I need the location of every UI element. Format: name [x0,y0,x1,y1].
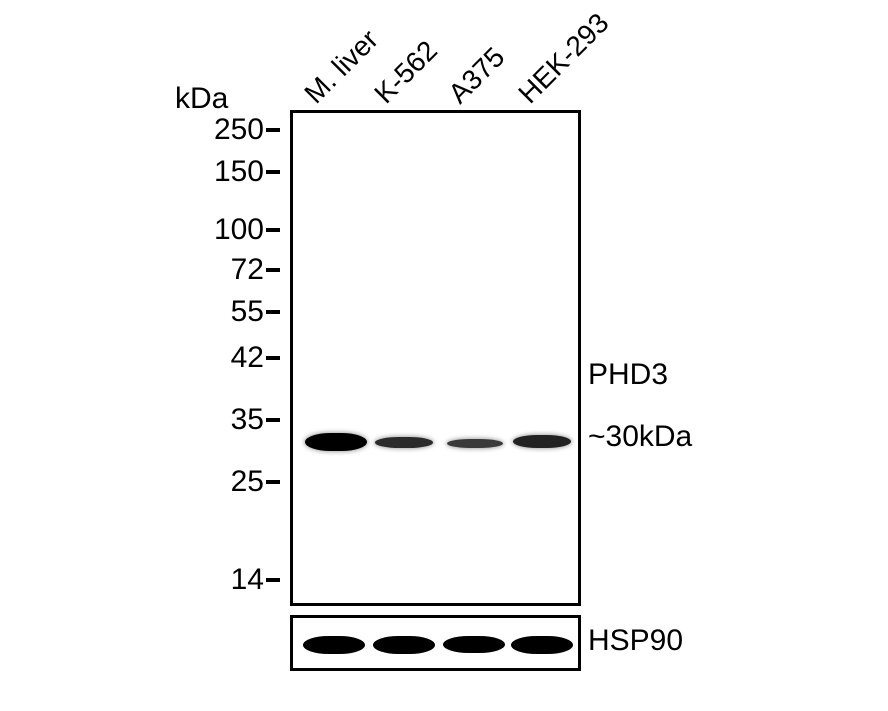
ladder-tick-dash [266,356,280,360]
phd3-band [513,435,571,448]
ladder-tick: 42 [170,348,280,368]
ladder-tick: 35 [170,410,280,430]
ladder-tick-dash [266,578,280,582]
ladder-tick: 14 [170,570,280,590]
ladder-tick-dash [266,310,280,314]
lane-label: M. liver [298,24,384,110]
phd3-band [305,433,367,451]
ladder-tick-dash [266,170,280,174]
ladder-tick-label: 42 [231,341,264,375]
ladder-tick-label: 150 [214,155,264,189]
hsp90-band [373,636,435,654]
ladder-tick-dash [266,418,280,422]
lane-label: HEK-293 [512,7,615,110]
molecular-weight-ladder: 250 150 100 72 55 42 35 25 14 [180,110,280,600]
hsp90-band [303,636,365,654]
phd3-band [447,439,503,448]
ladder-tick-label: 72 [231,253,264,287]
ladder-tick-label: 100 [214,213,264,247]
ladder-tick-dash [266,480,280,484]
ladder-tick-label: 35 [231,403,264,437]
lane-labels-group: M. liverK-562A375HEK-293 [295,10,585,110]
ladder-tick: 25 [170,472,280,492]
ladder-tick-label: 25 [231,465,264,499]
ladder-tick-dash [266,128,280,132]
ladder-tick: 55 [170,302,280,322]
target-protein-label: PHD3 [588,358,668,392]
hsp90-band [511,636,573,654]
ladder-tick: 150 [170,162,280,182]
loading-control-panel [290,615,581,671]
ladder-tick-label: 55 [231,295,264,329]
western-blot-figure: kDa M. liverK-562A375HEK-293 25015010072… [180,10,760,700]
phd3-band [375,437,433,448]
ladder-tick-label: 14 [231,563,264,597]
lane-label: A375 [442,41,511,110]
main-blot-panel [290,110,581,606]
ladder-tick: 72 [170,260,280,280]
ladder-tick-label: 250 [214,113,264,147]
ladder-tick: 100 [170,220,280,240]
target-size-label: ~30kDa [588,420,692,454]
ladder-tick-dash [266,228,280,232]
hsp90-band [443,636,505,653]
loading-control-label: HSP90 [588,624,683,658]
ladder-tick: 250 [170,120,280,140]
ladder-tick-dash [266,268,280,272]
